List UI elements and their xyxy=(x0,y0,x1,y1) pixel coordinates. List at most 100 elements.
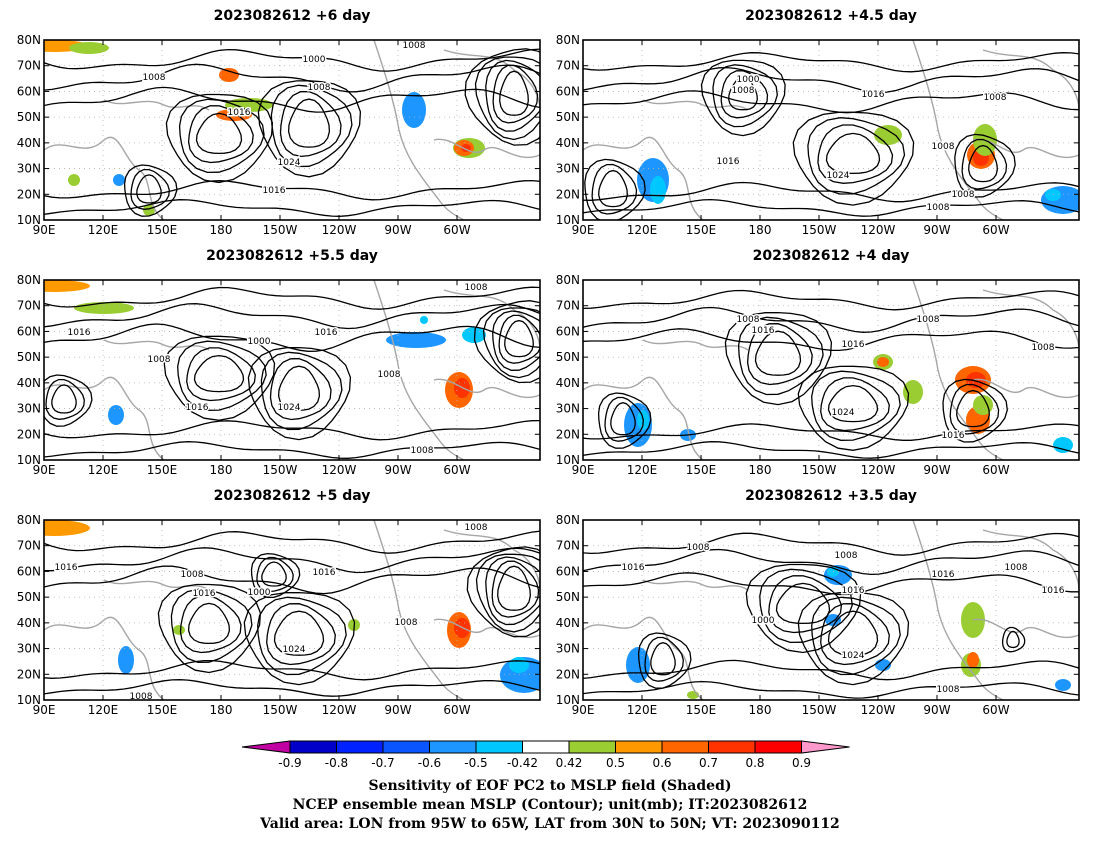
lat-label: 50N xyxy=(556,590,580,604)
map-contents: 1008 1000 1008 1016 1024 1016 1008 xyxy=(44,40,540,220)
mslp-contour xyxy=(491,560,540,618)
lat-label: 70N xyxy=(556,299,580,313)
coastline xyxy=(912,520,1004,700)
contour-label: 1008 xyxy=(411,446,434,456)
mslp-contour xyxy=(583,66,1079,94)
mslp-contour xyxy=(797,591,910,686)
lat-label: 80N xyxy=(556,33,580,47)
lat-label: 20N xyxy=(556,187,580,201)
sensitivity-shading xyxy=(173,625,185,635)
colorbar-swatch xyxy=(615,740,663,754)
mslp-contour xyxy=(492,310,540,371)
colorbar-tick-label: 0.8 xyxy=(745,756,764,770)
sensitivity-shading xyxy=(967,652,979,668)
mslp-contour xyxy=(583,52,1079,73)
contour-label: 1016 xyxy=(752,326,775,336)
lat-label: 40N xyxy=(556,376,580,390)
mslp-contour xyxy=(610,402,636,436)
mslp-contour xyxy=(807,117,906,195)
lat-label: 30N xyxy=(556,642,580,656)
lon-label: 150W xyxy=(263,223,298,237)
contour-label: 1016 xyxy=(1042,586,1065,596)
contour-label: 1016 xyxy=(932,570,955,580)
lat-label: 10N xyxy=(556,453,580,467)
contour-label: 1016 xyxy=(186,403,209,413)
mslp-contour xyxy=(257,80,362,178)
contour-label: 1000 xyxy=(248,588,271,598)
colorbar-swatch xyxy=(754,740,802,754)
mslp-contour xyxy=(130,168,170,210)
lon-label: 60W xyxy=(443,223,470,237)
sensitivity-shading xyxy=(219,68,239,82)
lon-label: 90E xyxy=(572,223,595,237)
mslp-contour xyxy=(498,314,540,364)
contour-label: 1024 xyxy=(283,645,306,655)
lon-label: 120E xyxy=(627,703,658,717)
mslp-contour xyxy=(825,132,881,175)
coastline xyxy=(982,49,1079,111)
coastline xyxy=(433,378,540,398)
coastline xyxy=(912,280,1004,460)
mslp-contour xyxy=(256,556,294,593)
mslp-contour xyxy=(464,48,540,146)
mslp-contour xyxy=(44,547,540,574)
mslp-contour xyxy=(637,632,692,689)
map-contents: 1016 1008 1000 1016 1016 1024 1008 1008 1008 xyxy=(44,280,540,460)
contour-label: 1016 xyxy=(263,186,286,196)
lon-label: 120E xyxy=(88,223,119,237)
coastline xyxy=(583,136,704,220)
mslp-contour xyxy=(44,63,540,93)
coastline xyxy=(982,289,1079,351)
sensitivity-shading xyxy=(68,174,80,186)
lon-label: 60W xyxy=(443,703,470,717)
mslp-contour xyxy=(583,532,1079,556)
map-contents: 1016 1008 1016 1000 1016 1024 1008 1008 1008 xyxy=(44,520,540,700)
lat-label: 10N xyxy=(556,213,580,227)
lon-label: 90E xyxy=(572,703,595,717)
mslp-contour xyxy=(956,389,990,428)
lon-label: 120W xyxy=(322,223,357,237)
lat-label: 10N xyxy=(556,693,580,707)
contour-label: 1008 xyxy=(395,618,418,628)
lat-label: 20N xyxy=(17,667,41,681)
mslp-contour xyxy=(44,48,540,72)
contour-label: 1024 xyxy=(827,171,850,181)
mslp-contour xyxy=(44,286,540,310)
lat-label: 20N xyxy=(17,427,41,441)
mslp-contour xyxy=(492,64,539,124)
mslp-contour xyxy=(195,112,243,155)
contour-label: 1000 xyxy=(737,75,760,85)
colorbar-tick-label: 0.9 xyxy=(792,756,811,770)
lon-label: 120W xyxy=(861,463,896,477)
lon-label: 90W xyxy=(923,223,950,237)
coastline xyxy=(433,138,540,158)
coastline xyxy=(642,579,749,591)
sensitivity-shading xyxy=(69,42,109,54)
mslp-contour xyxy=(583,680,1079,699)
panel-frame xyxy=(582,279,1080,461)
mslp-contour xyxy=(165,93,274,184)
lat-label: 40N xyxy=(17,616,41,630)
mslp-contour xyxy=(177,340,267,411)
coastline xyxy=(972,618,1079,638)
coastline xyxy=(103,339,210,351)
lon-label: 150E xyxy=(686,703,717,717)
contour-label: 1008 xyxy=(687,543,710,553)
lat-label: 60N xyxy=(556,324,580,338)
mslp-contour xyxy=(583,198,1079,217)
mslp-contour xyxy=(597,392,652,449)
mslp-contour xyxy=(949,383,1000,435)
mslp-contour xyxy=(44,679,540,697)
lat-label: 50N xyxy=(17,590,41,604)
mslp-contour xyxy=(768,575,843,634)
contour-label: 1016 xyxy=(717,157,740,167)
lon-label: 90E xyxy=(33,463,56,477)
panel-title: 2023082612 +4.5 day xyxy=(745,8,917,24)
panel-frame xyxy=(43,279,541,461)
panel-frame xyxy=(582,519,1080,701)
mslp-contour xyxy=(44,441,540,459)
lat-label: 40N xyxy=(17,136,41,150)
coastline xyxy=(443,529,540,591)
panel-title: 2023082612 +3.5 day xyxy=(745,488,917,504)
mslp-contour xyxy=(584,158,646,220)
